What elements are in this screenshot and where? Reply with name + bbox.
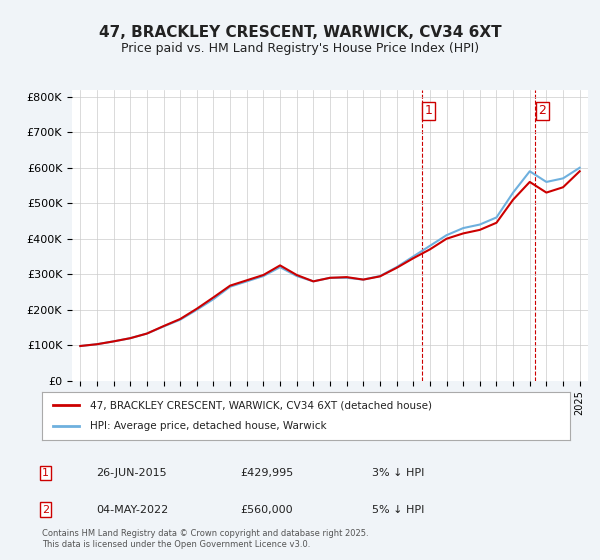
Text: 2: 2 — [42, 505, 49, 515]
Text: 47, BRACKLEY CRESCENT, WARWICK, CV34 6XT: 47, BRACKLEY CRESCENT, WARWICK, CV34 6XT — [98, 25, 502, 40]
Text: 5% ↓ HPI: 5% ↓ HPI — [372, 505, 424, 515]
Text: £429,995: £429,995 — [240, 468, 293, 478]
Text: 1: 1 — [425, 105, 433, 118]
Text: 26-JUN-2015: 26-JUN-2015 — [96, 468, 167, 478]
Text: Contains HM Land Registry data © Crown copyright and database right 2025.
This d: Contains HM Land Registry data © Crown c… — [42, 529, 368, 549]
Text: Price paid vs. HM Land Registry's House Price Index (HPI): Price paid vs. HM Land Registry's House … — [121, 42, 479, 55]
Text: 2: 2 — [539, 105, 547, 118]
Text: 3% ↓ HPI: 3% ↓ HPI — [372, 468, 424, 478]
Text: 04-MAY-2022: 04-MAY-2022 — [96, 505, 168, 515]
Text: 47, BRACKLEY CRESCENT, WARWICK, CV34 6XT (detached house): 47, BRACKLEY CRESCENT, WARWICK, CV34 6XT… — [89, 400, 431, 410]
Text: HPI: Average price, detached house, Warwick: HPI: Average price, detached house, Warw… — [89, 421, 326, 431]
Text: 1: 1 — [42, 468, 49, 478]
Text: £560,000: £560,000 — [240, 505, 293, 515]
